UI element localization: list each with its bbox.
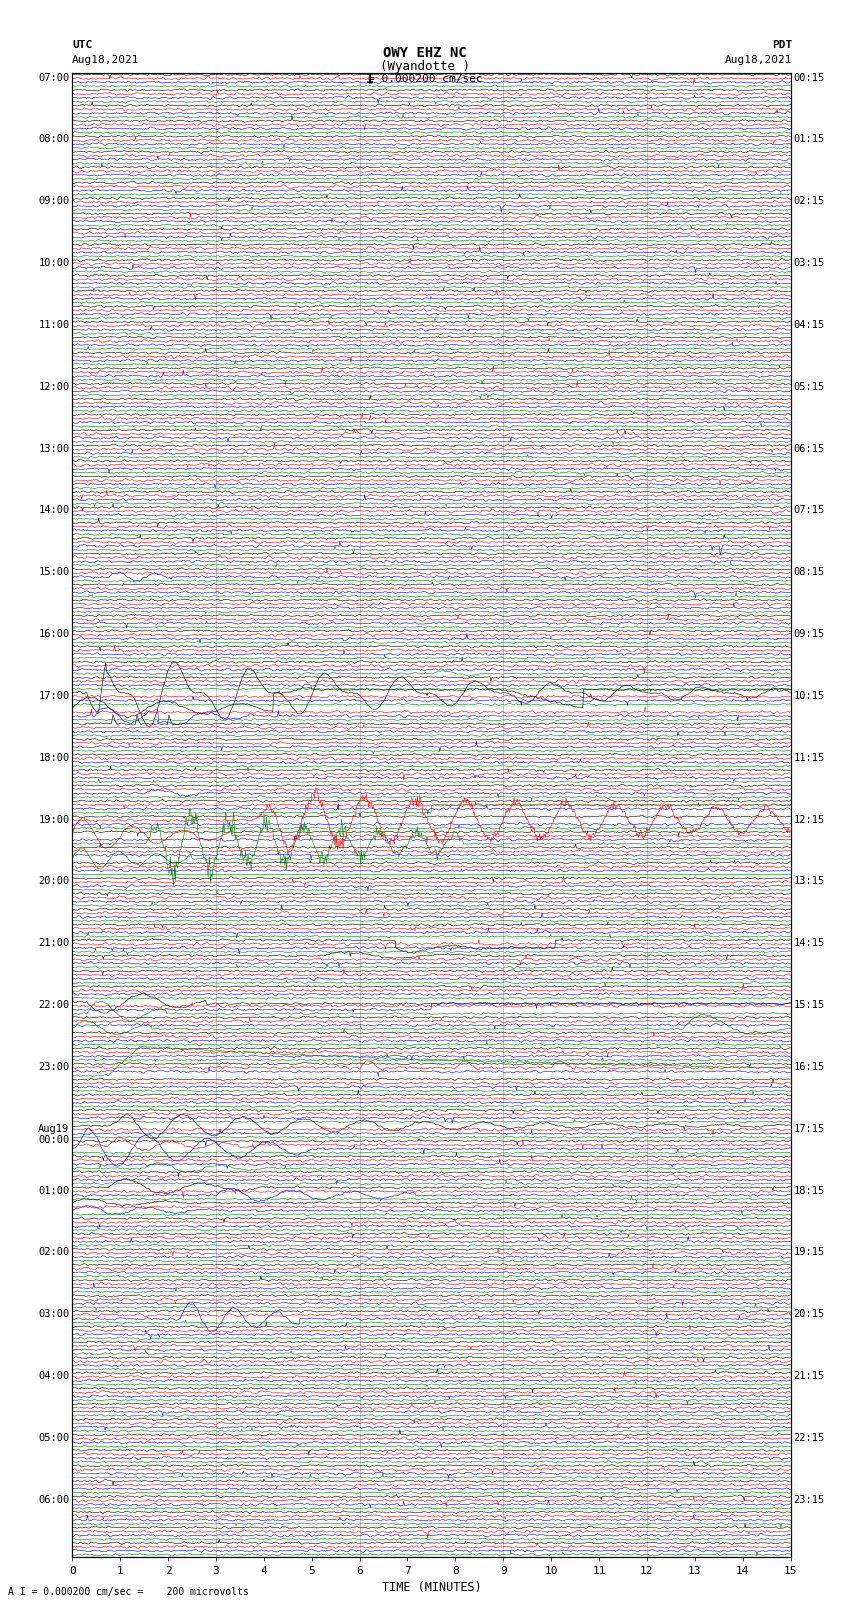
Text: = 0.000200 cm/sec: = 0.000200 cm/sec bbox=[367, 74, 483, 84]
X-axis label: TIME (MINUTES): TIME (MINUTES) bbox=[382, 1581, 481, 1594]
Text: Aug18,2021: Aug18,2021 bbox=[725, 55, 792, 65]
Text: OWY EHZ NC: OWY EHZ NC bbox=[383, 47, 467, 60]
Text: I: I bbox=[366, 73, 374, 85]
Text: PDT: PDT bbox=[772, 40, 792, 50]
Text: A I = 0.000200 cm/sec =    200 microvolts: A I = 0.000200 cm/sec = 200 microvolts bbox=[8, 1587, 249, 1597]
Text: Aug18,2021: Aug18,2021 bbox=[72, 55, 139, 65]
Text: UTC: UTC bbox=[72, 40, 93, 50]
Text: (Wyandotte ): (Wyandotte ) bbox=[380, 60, 470, 73]
